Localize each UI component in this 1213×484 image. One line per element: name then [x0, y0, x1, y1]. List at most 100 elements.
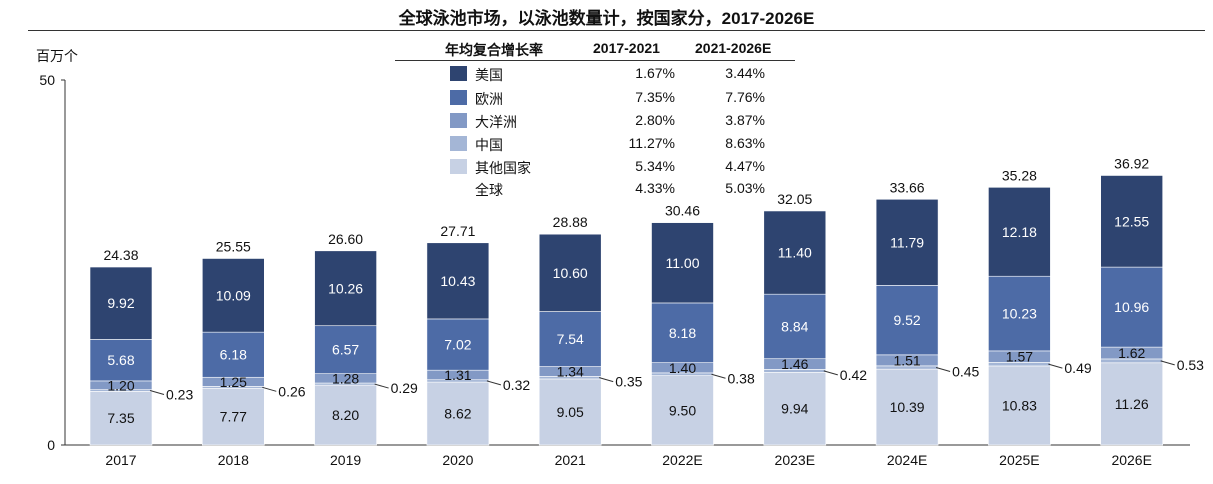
data-label: 0.32 — [503, 377, 530, 393]
x-tick-label: 2024E — [887, 452, 927, 468]
bar-segment-series-us — [763, 210, 827, 295]
chart-title: 全球泳池市场，以泳池数量计，按国家分，2017-2026E — [398, 9, 815, 28]
legend-cagr-2021-2026: 8.63% — [725, 135, 765, 151]
data-label: 1.62 — [1118, 345, 1145, 361]
data-label: 1.25 — [220, 374, 247, 390]
total-label: 30.46 — [665, 203, 700, 219]
data-label: 10.09 — [216, 287, 251, 303]
legend-row-us: 美国 1.67% 3.44% — [395, 64, 795, 84]
total-label: 25.55 — [216, 238, 251, 254]
data-label: 7.02 — [444, 337, 471, 353]
data-label: 10.43 — [440, 273, 475, 289]
legend-cagr-2017-2021: 4.33% — [635, 180, 675, 196]
data-label: 1.31 — [444, 367, 471, 383]
data-label: 1.28 — [332, 370, 359, 386]
total-label: 36.92 — [1114, 155, 1149, 171]
legend-header-divider — [395, 60, 795, 61]
china-leader-line — [711, 373, 726, 379]
data-label: 0.35 — [615, 374, 642, 390]
legend-cagr-2021-2026: 3.44% — [725, 65, 765, 81]
y-tick-label: 50 — [39, 72, 55, 88]
bar-segment-series-us — [988, 187, 1051, 277]
data-label: 8.62 — [444, 406, 471, 422]
legend-row-china: 中国 11.27% 8.63% — [395, 134, 795, 154]
data-label: 11.26 — [1115, 396, 1149, 412]
data-label: 0.53 — [1177, 357, 1204, 373]
data-label: 11.00 — [666, 255, 700, 271]
total-label: 35.28 — [1002, 167, 1037, 183]
x-tick-label: 2023E — [775, 452, 815, 468]
data-label: 9.94 — [781, 401, 808, 417]
china-leader-line — [823, 370, 838, 376]
data-label: 0.23 — [166, 387, 193, 403]
y-tick-label: 0 — [47, 437, 55, 453]
legend-cagr-2017-2021: 1.67% — [635, 65, 675, 81]
total-label: 33.66 — [890, 179, 925, 195]
bar-segment-series-us — [202, 258, 265, 333]
data-label: 0.45 — [952, 364, 979, 380]
data-label: 1.51 — [893, 352, 920, 368]
total-label: 28.88 — [553, 214, 588, 230]
bar-segment-series-us — [314, 250, 377, 327]
data-label: 0.42 — [840, 367, 867, 383]
legend-name: 其他国家 — [475, 160, 531, 176]
title-divider — [28, 30, 1205, 31]
bar-segment-series-other-countries — [875, 368, 939, 446]
data-label: 1.40 — [669, 360, 696, 376]
legend-name: 全球 — [475, 182, 503, 198]
data-label: 12.18 — [1002, 224, 1037, 240]
bar-segment-series-europe — [314, 325, 377, 374]
legend-cagr-2017-2021: 2.80% — [635, 112, 675, 128]
data-label: 9.05 — [557, 404, 584, 420]
china-leader-line — [374, 383, 389, 389]
legend-col2-header: 2021-2026E — [695, 40, 772, 56]
total-label: 32.05 — [777, 191, 812, 207]
data-label: 10.26 — [328, 280, 363, 296]
legend-cagr-2021-2026: 4.47% — [725, 158, 765, 174]
china-leader-line — [1048, 363, 1063, 369]
data-label: 0.29 — [391, 380, 418, 396]
bar-segment-series-us — [538, 233, 602, 312]
legend-cagr-2021-2026: 3.87% — [725, 112, 765, 128]
bar-segment-series-other-countries — [314, 384, 377, 446]
data-label: 10.60 — [553, 265, 588, 281]
x-tick-label: 2025E — [999, 452, 1039, 468]
data-label: 8.20 — [332, 407, 359, 423]
china-leader-line — [599, 377, 614, 383]
legend-row-europe: 欧洲 7.35% 7.76% — [395, 88, 795, 108]
bar-segment-series-europe — [202, 331, 265, 378]
legend-header-label: 年均复合增长率 — [445, 42, 543, 58]
data-label: 10.96 — [1114, 299, 1149, 315]
legend-cagr-2017-2021: 5.34% — [635, 158, 675, 174]
x-tick-label: 2022E — [662, 452, 702, 468]
data-label: 7.77 — [220, 409, 247, 425]
bar-segment-series-other-countries — [538, 378, 602, 446]
x-tick-label: 2018 — [218, 452, 249, 468]
bar-segment-series-europe — [651, 302, 714, 363]
legend-name: 美国 — [475, 67, 503, 83]
bar-segment-series-europe — [1100, 266, 1163, 348]
bar-segment-series-other-countries — [1100, 362, 1163, 446]
total-label: 27.71 — [440, 223, 475, 239]
data-label: 9.52 — [893, 312, 920, 328]
legend-cagr-2017-2021: 7.35% — [635, 89, 675, 105]
data-label: 1.46 — [781, 356, 808, 372]
legend-cagr-2017-2021: 11.27% — [628, 135, 675, 151]
data-label: 12.55 — [1114, 213, 1149, 229]
data-label: 1.20 — [107, 377, 134, 393]
x-tick-label: 2020 — [442, 452, 473, 468]
legend-row-other: 其他国家 5.34% 4.47% — [395, 157, 795, 177]
data-label: 11.79 — [890, 234, 924, 250]
data-label: 9.92 — [107, 295, 134, 311]
data-label: 7.35 — [107, 410, 134, 426]
bar-segment-series-europe — [426, 318, 490, 371]
data-label: 10.83 — [1002, 397, 1037, 413]
china-leader-line — [149, 390, 165, 395]
legend-cagr-2021-2026: 5.03% — [725, 180, 765, 196]
data-label: 0.26 — [278, 383, 305, 399]
bar-segment-series-us — [426, 242, 490, 320]
bar-segment-series-europe — [89, 339, 153, 382]
legend-row-oceania: 大洋洲 2.80% 3.87% — [395, 111, 795, 131]
x-tick-label: 2019 — [330, 452, 361, 468]
